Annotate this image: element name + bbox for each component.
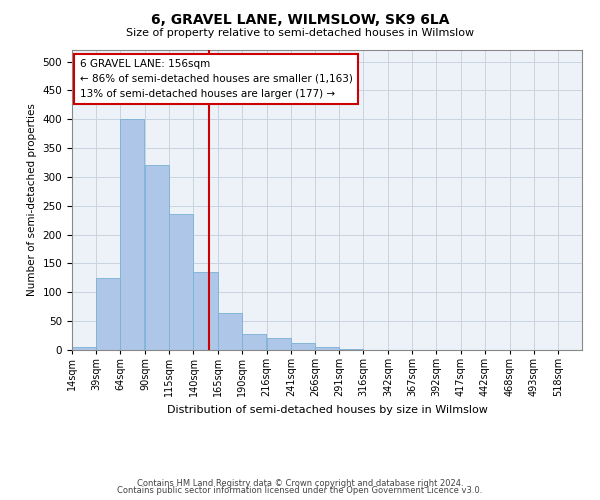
- Bar: [169, 214, 193, 350]
- Bar: [72, 347, 96, 350]
- Bar: [193, 272, 218, 350]
- X-axis label: Distribution of semi-detached houses by size in Wilmslow: Distribution of semi-detached houses by …: [167, 404, 487, 414]
- Y-axis label: Number of semi-detached properties: Number of semi-detached properties: [27, 104, 37, 296]
- Text: 6 GRAVEL LANE: 156sqm
← 86% of semi-detached houses are smaller (1,163)
13% of s: 6 GRAVEL LANE: 156sqm ← 86% of semi-deta…: [80, 59, 353, 98]
- Bar: [315, 346, 339, 350]
- Bar: [218, 312, 242, 350]
- Bar: [291, 342, 315, 350]
- Text: Size of property relative to semi-detached houses in Wilmslow: Size of property relative to semi-detach…: [126, 28, 474, 38]
- Bar: [242, 334, 266, 350]
- Bar: [96, 278, 120, 350]
- Text: 6, GRAVEL LANE, WILMSLOW, SK9 6LA: 6, GRAVEL LANE, WILMSLOW, SK9 6LA: [151, 12, 449, 26]
- Text: Contains HM Land Registry data © Crown copyright and database right 2024.: Contains HM Land Registry data © Crown c…: [137, 478, 463, 488]
- Text: Contains public sector information licensed under the Open Government Licence v3: Contains public sector information licen…: [118, 486, 482, 495]
- Bar: [267, 338, 291, 350]
- Bar: [145, 166, 169, 350]
- Bar: [120, 119, 145, 350]
